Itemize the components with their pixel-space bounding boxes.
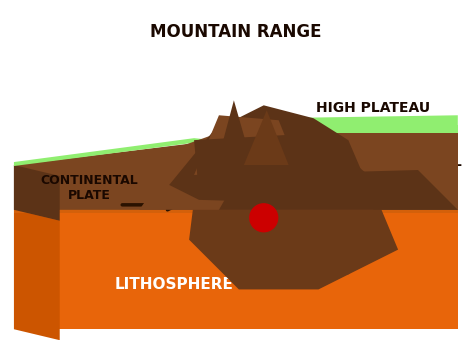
Polygon shape (194, 115, 299, 175)
Polygon shape (219, 170, 458, 210)
Polygon shape (293, 130, 458, 210)
Polygon shape (293, 125, 458, 133)
Polygon shape (139, 120, 373, 210)
Polygon shape (14, 140, 219, 210)
Polygon shape (269, 115, 458, 130)
Polygon shape (194, 133, 368, 195)
Polygon shape (189, 178, 398, 290)
Text: MOUNTAIN RANGE: MOUNTAIN RANGE (150, 23, 322, 41)
Polygon shape (14, 207, 458, 213)
Text: CONTINENTAL
PLATE: CONTINENTAL PLATE (41, 174, 138, 202)
Text: CONTINENTAL
PLATE: CONTINENTAL PLATE (364, 156, 462, 184)
Polygon shape (14, 210, 458, 329)
Polygon shape (244, 110, 289, 165)
Polygon shape (14, 138, 214, 166)
Text: HIGH PLATEAU: HIGH PLATEAU (316, 101, 430, 115)
Text: LITHOSPHERE: LITHOSPHERE (115, 277, 234, 292)
Polygon shape (199, 185, 388, 280)
Polygon shape (214, 100, 254, 175)
Polygon shape (14, 210, 60, 340)
Polygon shape (14, 165, 60, 221)
Polygon shape (169, 105, 368, 205)
Circle shape (250, 204, 278, 232)
